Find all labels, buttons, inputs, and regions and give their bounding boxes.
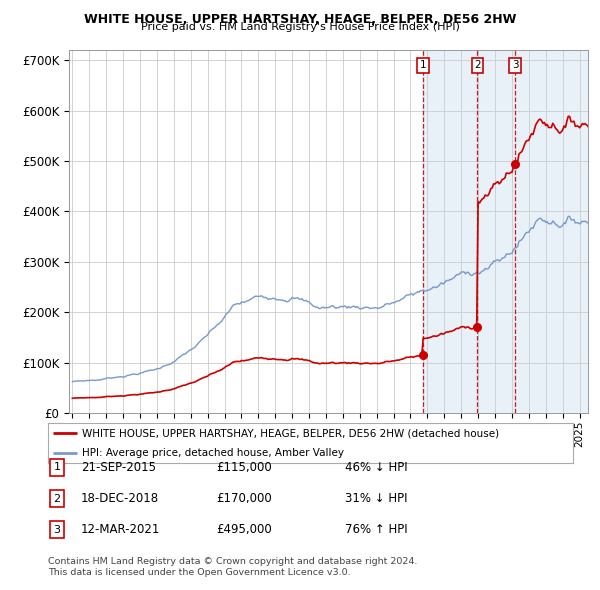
Text: HPI: Average price, detached house, Amber Valley: HPI: Average price, detached house, Ambe… bbox=[82, 448, 344, 458]
Text: 46% ↓ HPI: 46% ↓ HPI bbox=[345, 461, 407, 474]
Text: 12-MAR-2021: 12-MAR-2021 bbox=[81, 523, 160, 536]
Text: 1: 1 bbox=[53, 463, 61, 472]
Text: £495,000: £495,000 bbox=[216, 523, 272, 536]
Text: £170,000: £170,000 bbox=[216, 492, 272, 505]
Text: 76% ↑ HPI: 76% ↑ HPI bbox=[345, 523, 407, 536]
Text: 2: 2 bbox=[53, 494, 61, 503]
Text: 2: 2 bbox=[474, 60, 481, 70]
Text: Price paid vs. HM Land Registry's House Price Index (HPI): Price paid vs. HM Land Registry's House … bbox=[140, 22, 460, 32]
Text: 1: 1 bbox=[419, 60, 426, 70]
Text: 18-DEC-2018: 18-DEC-2018 bbox=[81, 492, 159, 505]
Text: 21-SEP-2015: 21-SEP-2015 bbox=[81, 461, 156, 474]
Text: £115,000: £115,000 bbox=[216, 461, 272, 474]
Text: 3: 3 bbox=[53, 525, 61, 535]
Text: 3: 3 bbox=[512, 60, 518, 70]
Text: WHITE HOUSE, UPPER HARTSHAY, HEAGE, BELPER, DE56 2HW: WHITE HOUSE, UPPER HARTSHAY, HEAGE, BELP… bbox=[84, 13, 516, 26]
Text: This data is licensed under the Open Government Licence v3.0.: This data is licensed under the Open Gov… bbox=[48, 568, 350, 577]
Text: 31% ↓ HPI: 31% ↓ HPI bbox=[345, 492, 407, 505]
Text: WHITE HOUSE, UPPER HARTSHAY, HEAGE, BELPER, DE56 2HW (detached house): WHITE HOUSE, UPPER HARTSHAY, HEAGE, BELP… bbox=[82, 428, 499, 438]
Bar bbox=[422, 50, 588, 413]
Text: Contains HM Land Registry data © Crown copyright and database right 2024.: Contains HM Land Registry data © Crown c… bbox=[48, 558, 418, 566]
